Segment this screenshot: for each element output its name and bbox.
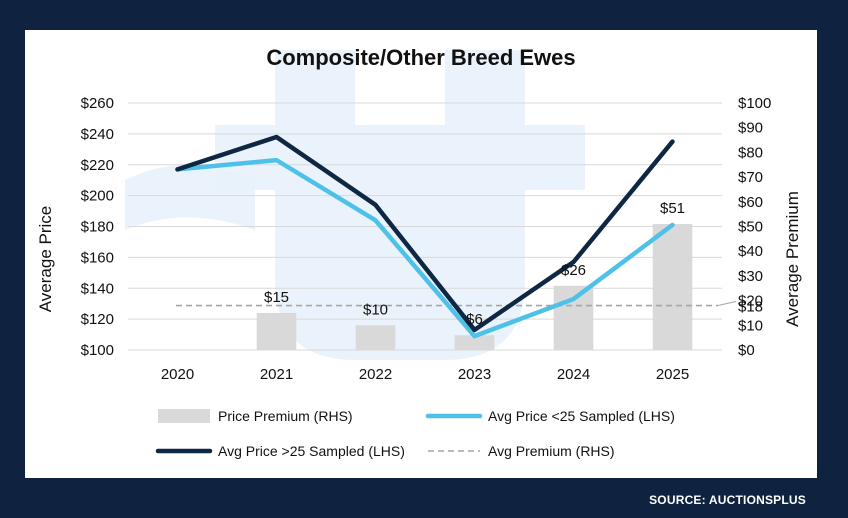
premium-bar bbox=[454, 335, 495, 350]
x-tick-label: 2022 bbox=[359, 366, 392, 383]
x-tick-label: 2023 bbox=[458, 366, 491, 383]
legend-label: Avg Price >25 Sampled (LHS) bbox=[218, 443, 405, 459]
avg-premium-label: $18 bbox=[738, 299, 763, 316]
y-tick-label-right: $70 bbox=[738, 169, 763, 186]
bar-data-label: $10 bbox=[363, 301, 388, 318]
bar-data-labels: $15 $10 $6 $26 $51 bbox=[264, 200, 685, 328]
legend-label: Price Premium (RHS) bbox=[218, 408, 353, 424]
line-over-25 bbox=[175, 134, 675, 333]
y-tick-label-right: $90 bbox=[738, 120, 763, 137]
axes: $100 $120 $140 $160 $180 $200 $220 $240 $260 $0 $1… bbox=[81, 95, 772, 383]
premium-bar bbox=[256, 312, 297, 350]
chart-legend: Price Premium (RHS) Avg Price <25 Sampled… bbox=[155, 408, 675, 459]
legend-swatch bbox=[158, 409, 210, 423]
chart-canvas: $18 $15$10$6$26$51 $100$120$140$160$180$… bbox=[36, 45, 802, 459]
y-tick-label-left: $160 bbox=[81, 249, 114, 266]
y-tick-label-right: $0 bbox=[738, 342, 755, 359]
y-tick-label-left: $220 bbox=[81, 157, 114, 174]
y-tick-label-left: $240 bbox=[81, 126, 114, 143]
y-tick-label-left: $120 bbox=[81, 311, 114, 328]
grid-lines bbox=[128, 102, 722, 351]
y-tick-label-right: $20 bbox=[738, 293, 763, 310]
x-tick-label: 2020 bbox=[161, 366, 194, 383]
watermark-shape bbox=[215, 50, 585, 360]
legend-item: Avg Premium (RHS) bbox=[428, 443, 615, 459]
bar-data-label: $51 bbox=[660, 200, 685, 217]
premium-bar bbox=[652, 224, 693, 350]
y-tick-label-left: $180 bbox=[81, 219, 114, 236]
y-tick-label-right: $60 bbox=[738, 194, 763, 211]
y-axis-label-left: Average Price bbox=[36, 206, 55, 312]
legend-item: Avg Price >25 Sampled (LHS) bbox=[155, 443, 405, 459]
premium-bars bbox=[256, 224, 693, 350]
line-under-25 bbox=[175, 157, 675, 339]
legend-item: Price Premium (RHS) bbox=[158, 408, 353, 424]
y-tick-label-right: $10 bbox=[738, 317, 763, 334]
avg-premium-leader bbox=[717, 301, 737, 307]
y-tick-label-right: $30 bbox=[738, 268, 763, 285]
chart-panel: $18 $15 $10 $6 $26 $51 $100 $120 $140 $160 $180 $… bbox=[25, 30, 817, 478]
y-tick-label-left: $100 bbox=[81, 342, 114, 359]
premium-bar bbox=[355, 325, 396, 350]
x-tick-label: 2024 bbox=[557, 366, 590, 383]
legend-label: Avg Price <25 Sampled (LHS) bbox=[488, 408, 675, 424]
y-tick-label-right: $40 bbox=[738, 243, 763, 260]
source-label: SOURCE: AUCTIONSPLUS bbox=[649, 493, 806, 507]
y-axis-label-right: Average Premium bbox=[783, 191, 802, 327]
legend-label: Avg Premium (RHS) bbox=[488, 443, 615, 459]
bar-data-label: $6 bbox=[466, 311, 483, 328]
x-tick-label: 2021 bbox=[260, 366, 293, 383]
premium-bar bbox=[553, 285, 594, 350]
bar-data-label: $26 bbox=[561, 262, 586, 279]
chart-title: Composite/Other Breed Ewes bbox=[266, 45, 575, 70]
watermark-logo bbox=[125, 50, 585, 360]
y-tick-label-right: $50 bbox=[738, 219, 763, 236]
price-lines bbox=[175, 134, 675, 339]
bar-data-label: $15 bbox=[264, 289, 289, 306]
y-tick-label-right: $100 bbox=[738, 95, 771, 112]
x-tick-label: 2025 bbox=[656, 366, 689, 383]
legend-item: Avg Price <25 Sampled (LHS) bbox=[425, 408, 675, 424]
y-tick-label-left: $200 bbox=[81, 188, 114, 205]
y-tick-label-left: $140 bbox=[81, 280, 114, 297]
y-tick-label-right: $80 bbox=[738, 144, 763, 161]
y-tick-label-left: $260 bbox=[81, 95, 114, 112]
watermark-swoosh bbox=[125, 165, 255, 230]
